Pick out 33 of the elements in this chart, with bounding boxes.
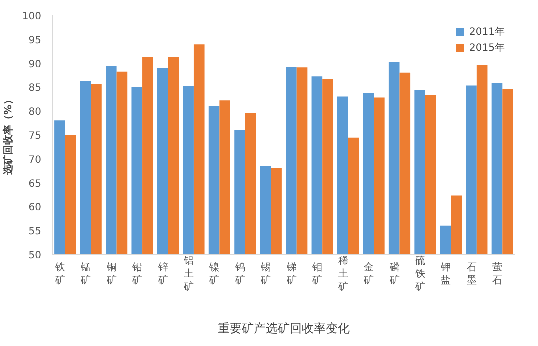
- legend-label: 2015年: [470, 42, 505, 55]
- x-tick-label: 钾盐: [440, 262, 452, 287]
- x-tick-label: 铜矿: [106, 262, 117, 287]
- x-tick-label: 稀土矿: [337, 254, 348, 294]
- x-tick-label: 钼矿: [312, 262, 323, 287]
- x-tick-label: 铁矿: [54, 261, 66, 287]
- y-tick-label: 60: [28, 202, 42, 214]
- y-tick-label: 55: [28, 226, 42, 238]
- y-tick-label: 65: [28, 178, 42, 190]
- x-tick-label: 铝土矿: [182, 256, 194, 294]
- y-tick-label: 95: [28, 35, 42, 46]
- x-tick-label: 磷矿: [388, 261, 400, 287]
- y-axis-title: 选矿回收率（%）: [2, 94, 14, 176]
- x-tick-label: 金矿: [363, 261, 374, 287]
- x-tick-label: 硫铁矿: [414, 254, 426, 294]
- x-tick-label: 石墨: [466, 262, 477, 287]
- y-tick-label: 70: [28, 154, 42, 166]
- text: 重要矿产选矿回收率变化: [218, 322, 350, 336]
- x-tick-label: 锌矿: [157, 261, 168, 287]
- y-tick-label: 50: [28, 250, 42, 262]
- x-tick-label: 镍矿: [208, 261, 220, 287]
- y-tick-label: 85: [28, 83, 42, 94]
- x-tick-label: 锰矿: [80, 262, 92, 287]
- x-tick-label: 萤石: [492, 261, 503, 287]
- x-tick-label: 铅矿: [132, 262, 143, 287]
- y-tick-label: 80: [28, 107, 42, 118]
- y-tick-label: 90: [28, 59, 42, 70]
- y-tick-label: 100: [22, 12, 42, 22]
- x-tick-label: 锡矿: [260, 262, 272, 287]
- y-tick-label: 75: [28, 131, 42, 142]
- x-tick-label: 钨矿: [234, 262, 246, 287]
- x-tick-label: 锑矿: [286, 261, 297, 287]
- legend-label: 2011年: [470, 26, 505, 39]
